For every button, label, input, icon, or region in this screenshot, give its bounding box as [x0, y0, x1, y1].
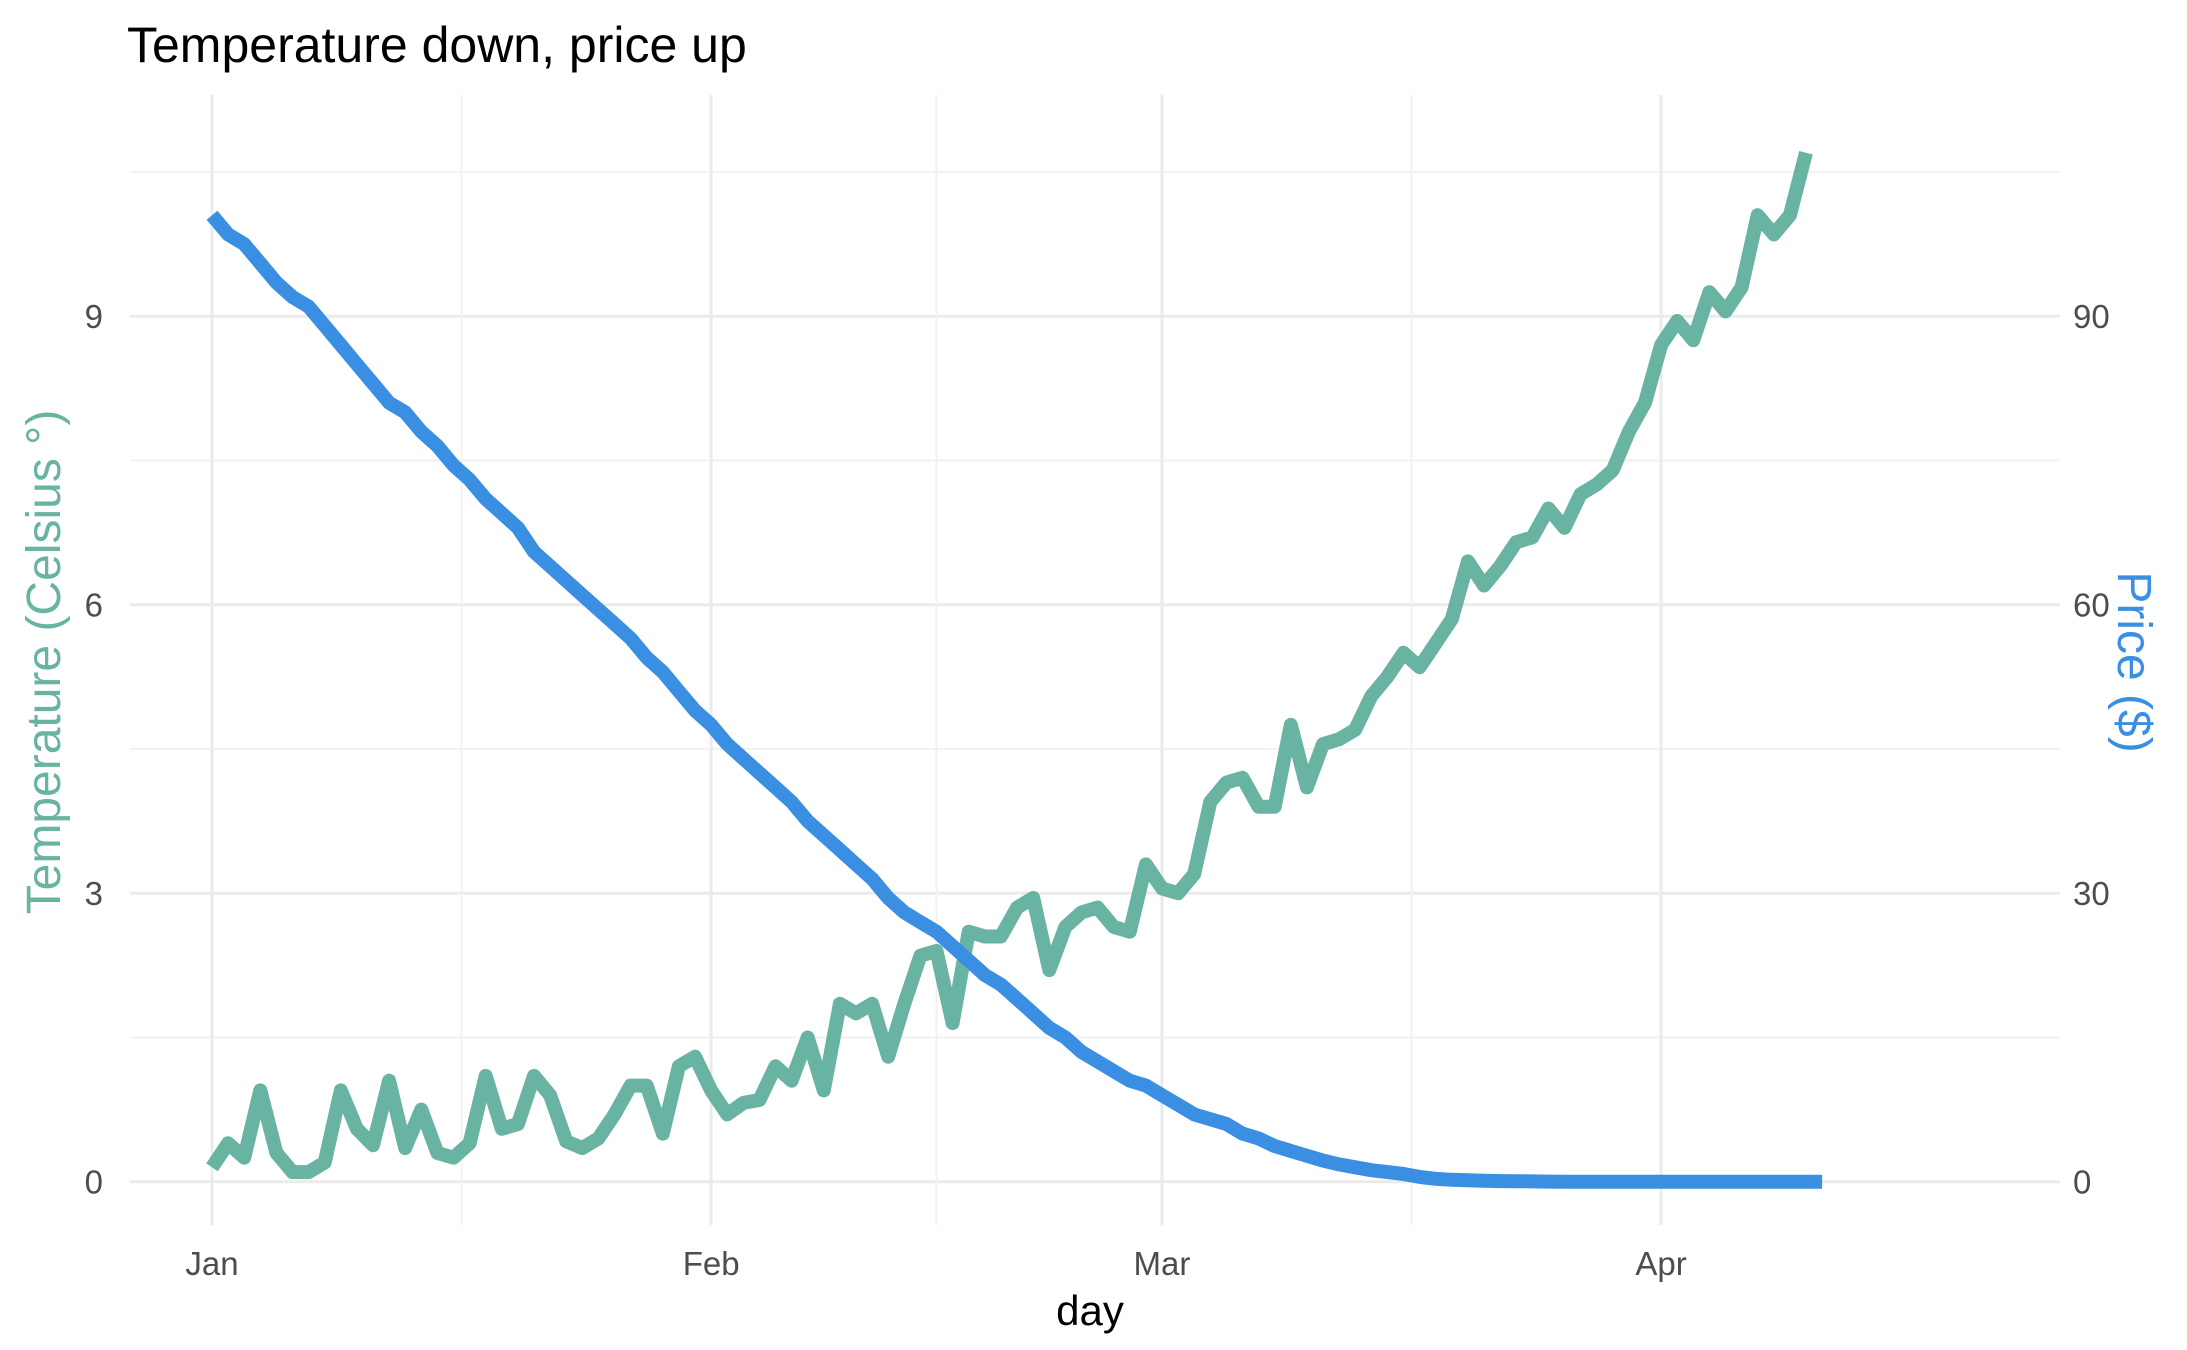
x-tick-label: Feb: [683, 1245, 740, 1282]
y-axis-left-label: Temperature (Celsius °): [18, 410, 71, 915]
y-left-tick-label: 9: [85, 298, 103, 335]
x-tick-label: Mar: [1134, 1245, 1191, 1282]
x-tick-label: Jan: [185, 1245, 238, 1282]
chart-title: Temperature down, price up: [127, 17, 747, 73]
y-right-tick-label: 90: [2073, 298, 2110, 335]
y-right-tick-label: 30: [2073, 875, 2110, 912]
x-axis-label: day: [1056, 1287, 1124, 1334]
temperature-series-line: [206, 150, 1813, 1180]
y-right-tick-label: 60: [2073, 587, 2110, 624]
series-layer: [206, 150, 1823, 1189]
y-left-tick-label: 3: [85, 875, 103, 912]
price-series-line: [206, 210, 1823, 1189]
y-left-tick-label: 0: [85, 1164, 103, 1201]
y-right-tick-label: 0: [2073, 1164, 2091, 1201]
y-left-tick-label: 6: [85, 587, 103, 624]
y-axis-right-label: Price ($): [2107, 571, 2160, 752]
x-tick-label: Apr: [1635, 1245, 1686, 1282]
